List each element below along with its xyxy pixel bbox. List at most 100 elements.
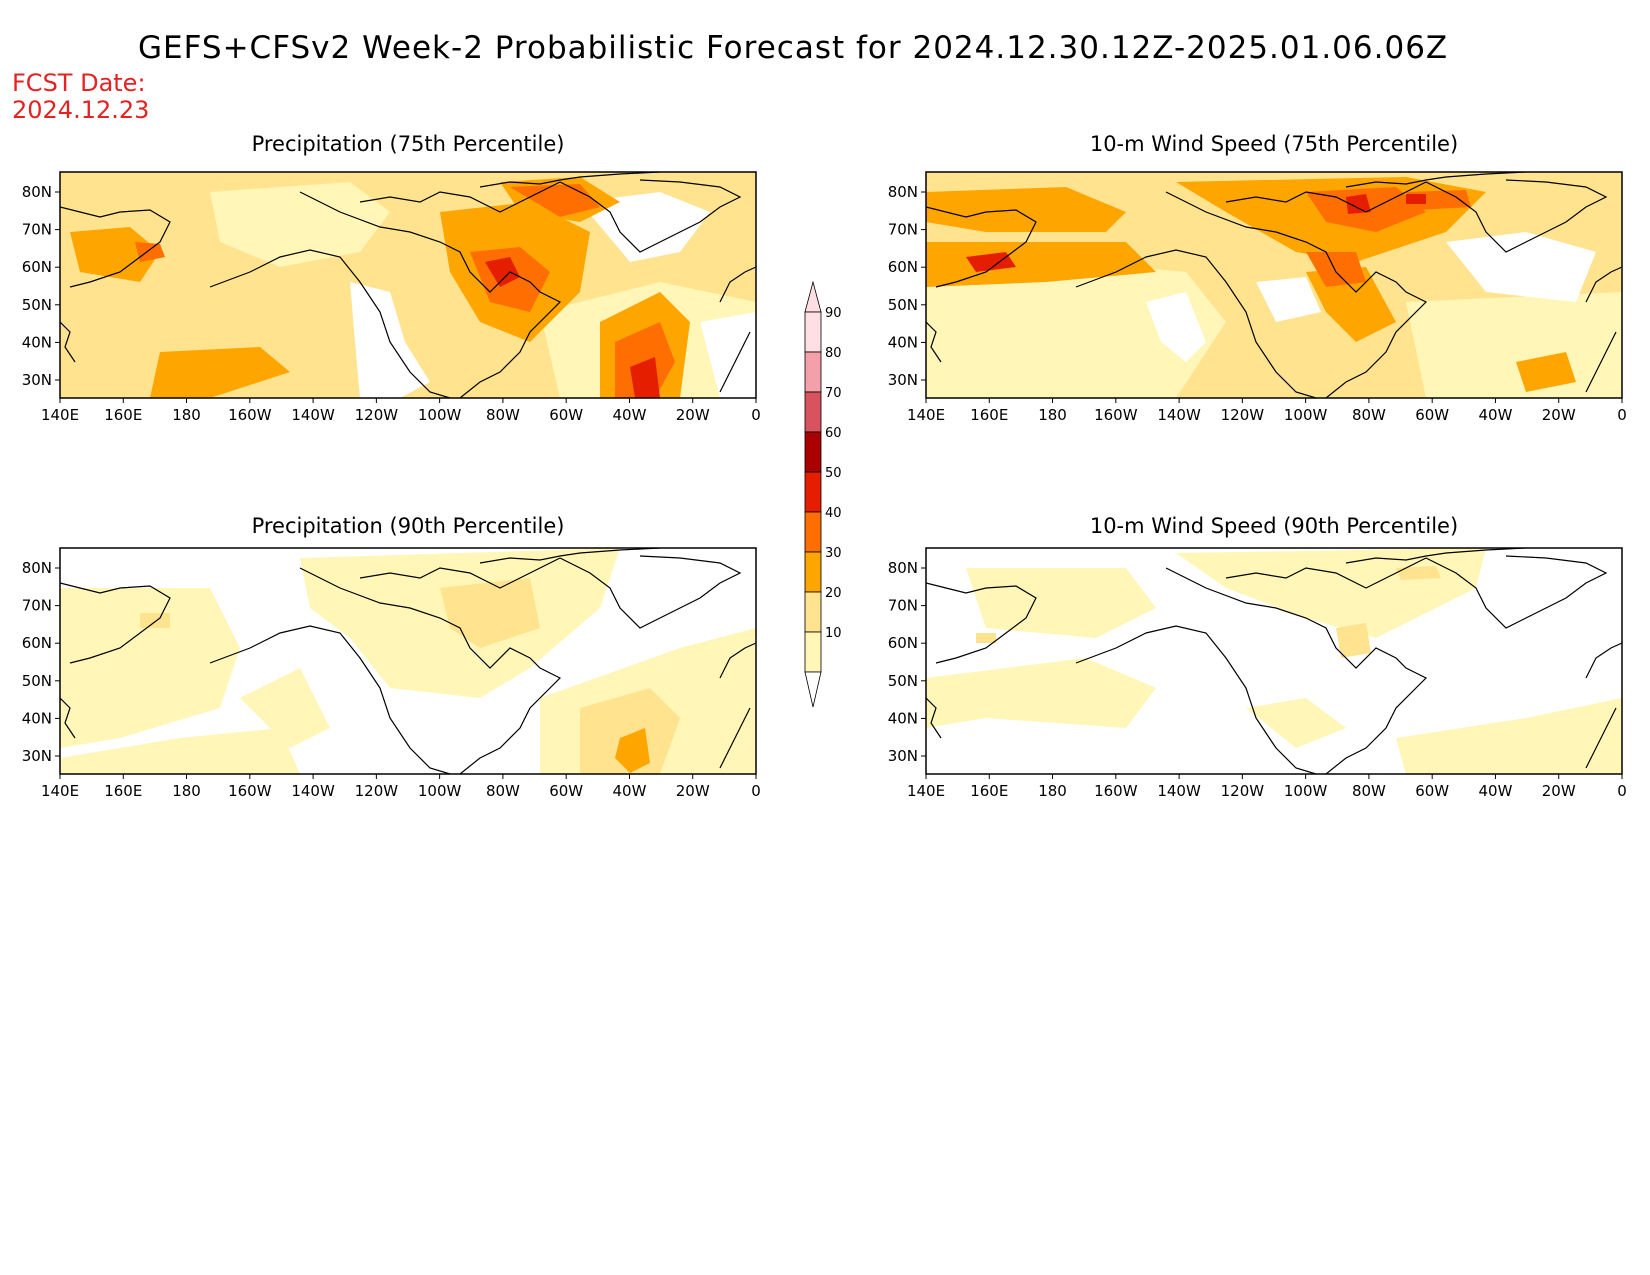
- coastline: [60, 697, 76, 739]
- coastline: [359, 181, 561, 213]
- colorbar-label: 60: [825, 426, 842, 441]
- x-tick-label: 180: [1038, 782, 1067, 800]
- colorbar-swatch: [804, 511, 822, 553]
- y-tick-label: 50N: [888, 296, 918, 314]
- shaded-region: [135, 242, 165, 262]
- coastline: [1165, 191, 1428, 398]
- x-tick-label: 120W: [355, 782, 399, 800]
- coastline: [559, 555, 742, 629]
- y-tick-label: 60N: [888, 634, 918, 652]
- y-tick-label: 80N: [888, 559, 918, 577]
- x-tick-label: 40W: [1478, 406, 1512, 424]
- colorbar-swatch: [804, 431, 822, 473]
- shaded-region: [1246, 698, 1346, 748]
- coastline: [60, 582, 171, 664]
- y-tick-label: 80N: [22, 183, 52, 201]
- map-panel-precip-90: 140E 160E 180 160W 140W 120W 100W 80W 60W 40W 20W 0…: [22, 547, 761, 800]
- shaded-region: [1176, 548, 1486, 638]
- y-tick-label: 40N: [888, 333, 918, 351]
- y-tick-label: 80N: [22, 559, 52, 577]
- coastline: [479, 172, 661, 188]
- coastline: [1345, 172, 1527, 188]
- shaded-field: [926, 548, 1622, 774]
- x-tick-label: 80W: [1352, 406, 1386, 424]
- x-tick-label: 180: [172, 406, 201, 424]
- coastline: [209, 249, 451, 398]
- coastline: [299, 191, 562, 398]
- shaded-region: [1406, 292, 1622, 398]
- coastline: [719, 642, 756, 679]
- map-panel-wind-90: 140E 160E 180 160W 140W 120W 100W 80W 60W 40W 20W 0…: [888, 547, 1627, 800]
- shaded-region: [350, 282, 430, 398]
- coastline: [1585, 642, 1622, 679]
- x-tick-label: 120W: [355, 406, 399, 424]
- x-tick-label: 140E: [41, 782, 79, 800]
- x-tick-label: 40W: [612, 406, 646, 424]
- coastlines: [60, 548, 756, 774]
- x-tick-label: 40W: [1478, 782, 1512, 800]
- shaded-region: [70, 227, 160, 282]
- shaded-region: [926, 187, 1126, 232]
- colorbar-swatch: [804, 591, 822, 633]
- forecast-date-label: FCST Date:: [12, 69, 146, 97]
- panel-title-precip-75: Precipitation (75th Percentile): [251, 132, 565, 156]
- x-tick-label: 80W: [486, 406, 520, 424]
- colorbar-label: 20: [825, 586, 842, 601]
- x-tick-label: 140E: [907, 782, 945, 800]
- x-tick-label: 20W: [1542, 782, 1576, 800]
- colorbar-label: 10: [825, 626, 842, 641]
- x-tick-label: 60W: [1415, 782, 1449, 800]
- colorbar-top-arrow: [804, 280, 822, 313]
- shaded-region: [1336, 623, 1371, 658]
- colorbar-swatch: [804, 631, 822, 673]
- x-tick-label: 0: [751, 406, 761, 424]
- y-tick-label: 40N: [22, 709, 52, 727]
- coastline: [1225, 181, 1427, 213]
- x-tick-label: 160W: [228, 406, 272, 424]
- shaded-region: [1256, 277, 1321, 322]
- panel-title-wind-90: 10-m Wind Speed (90th Percentile): [1089, 514, 1459, 538]
- shaded-region: [485, 257, 520, 287]
- coastline: [719, 331, 751, 393]
- shaded-region: [615, 728, 650, 773]
- x-tick-label: 160E: [970, 406, 1008, 424]
- coastline: [559, 179, 742, 253]
- x-tick-label: 60W: [549, 782, 583, 800]
- coastline: [60, 321, 76, 363]
- x-tick-label: 140W: [291, 406, 335, 424]
- x-tick-label: 180: [1038, 406, 1067, 424]
- coastline: [359, 557, 561, 589]
- x-tick-label: 140W: [1157, 782, 1201, 800]
- shaded-region: [926, 262, 1226, 398]
- x-tick-label: 160W: [1094, 782, 1138, 800]
- coastline: [1165, 567, 1428, 774]
- shaded-region: [140, 613, 170, 628]
- x-tick-label: 40W: [612, 782, 646, 800]
- forecast-date: FCST Date: 2024.12.23: [12, 70, 149, 124]
- shaded-region: [1396, 698, 1622, 774]
- colorbar-swatch: [804, 551, 822, 593]
- shaded-region: [976, 633, 996, 643]
- coastline: [1075, 249, 1317, 398]
- shaded-region: [1446, 232, 1596, 302]
- coastline: [719, 707, 751, 769]
- coastline: [926, 206, 1037, 288]
- colorbar-swatch: [804, 391, 822, 433]
- coastline: [1225, 557, 1427, 589]
- y-tick-label: 50N: [22, 672, 52, 690]
- x-tick-label: 80W: [1352, 782, 1386, 800]
- y-tick-label: 30N: [22, 747, 52, 765]
- map-panel-precip-75: 140E 160E 180 160W 140W 120W 100W 80W 60W 40W 20W 0…: [22, 171, 761, 424]
- map-frame: [925, 171, 1623, 399]
- x-tick-label: 160W: [228, 782, 272, 800]
- shaded-region: [240, 668, 330, 748]
- x-tick-label: 100W: [1284, 782, 1328, 800]
- shaded-region: [1146, 292, 1206, 362]
- x-tick-label: 60W: [1415, 406, 1449, 424]
- x-tick-label: 180: [172, 782, 201, 800]
- shaded-region: [1346, 194, 1371, 214]
- coastline: [926, 582, 1037, 664]
- shaded-region: [60, 728, 300, 774]
- colorbar-swatch: [804, 311, 822, 353]
- colorbar-bottom-arrow: [804, 671, 822, 708]
